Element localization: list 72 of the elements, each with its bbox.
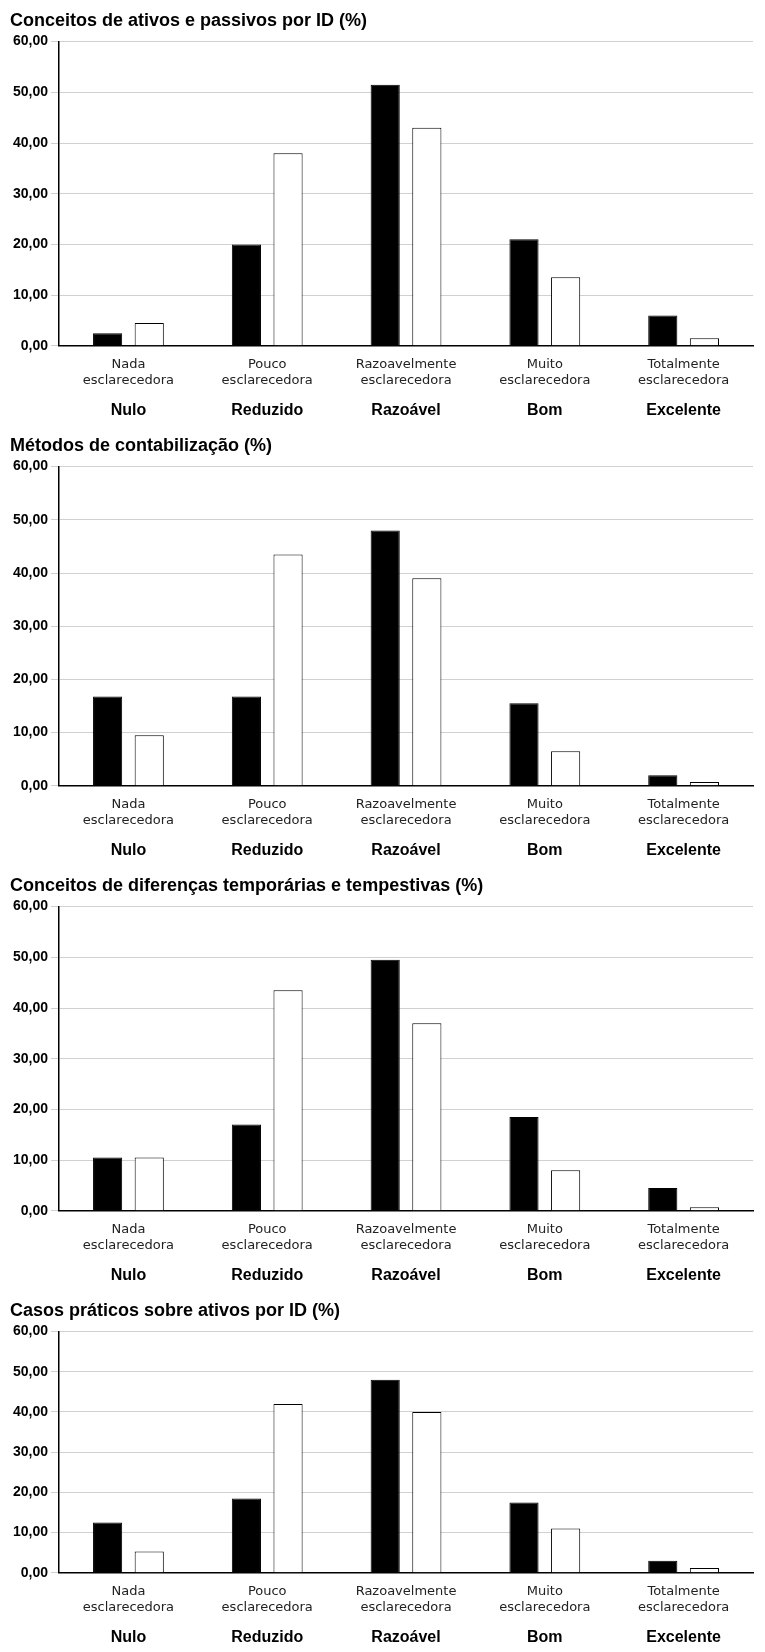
y-tick-label: 10,00	[12, 723, 49, 740]
x-tick-label: Nada esclarecedora	[82, 795, 175, 827]
text: Excelente	[646, 401, 722, 419]
text: Razoável	[371, 1266, 441, 1284]
x-tick-label: Totalmente esclarecedora	[637, 795, 730, 827]
y-tick-label: 40,00	[12, 133, 49, 150]
y-tick-label: 30,00	[12, 1049, 49, 1066]
chart-title: Conceitos de ativos e passivos por ID (%)	[10, 9, 368, 30]
text: Nulo	[110, 1266, 147, 1284]
x-tick-label: Muito esclarecedora	[499, 1220, 591, 1252]
x-tick-label: Razoavelmente esclarecedora	[355, 795, 457, 827]
text: Reduzido	[231, 841, 304, 859]
chart-title: Conceitos de diferenças temporárias e tempestivas (%)	[10, 874, 484, 895]
y-tick-label: 30,00	[12, 1443, 49, 1460]
y-tick-label: 30,00	[12, 617, 49, 634]
y-tick-label: 0,00	[20, 336, 49, 353]
text: Bom	[527, 841, 563, 859]
text: Bom	[527, 1266, 563, 1284]
x-tick-label: Pouco esclarecedora	[221, 1582, 313, 1614]
y-tick-label: 10,00	[12, 285, 49, 302]
y-tick-label: 50,00	[12, 83, 49, 100]
x-tick-label: Totalmente esclarecedora	[637, 1582, 730, 1614]
y-tick-label: 40,00	[12, 998, 49, 1015]
y-tick-label: 20,00	[12, 1100, 49, 1117]
text: Bom	[527, 1628, 563, 1646]
text: Razoável	[371, 1628, 441, 1646]
x-tick-label: Pouco esclarecedora	[221, 355, 313, 387]
y-tick-label: 20,00	[12, 1483, 49, 1500]
y-tick-label: 20,00	[12, 670, 49, 687]
y-tick-label: 60,00	[12, 897, 49, 914]
text: Excelente	[646, 1628, 722, 1646]
y-tick-label: 30,00	[12, 184, 49, 201]
x-tick-label: Nada esclarecedora	[82, 1220, 175, 1252]
y-tick-label: 50,00	[12, 948, 49, 965]
y-tick-label: 40,00	[12, 563, 49, 580]
x-tick-label: Nada esclarecedora	[82, 355, 175, 387]
x-tick-label: Razoavelmente esclarecedora	[355, 355, 457, 387]
y-tick-label: 60,00	[12, 1322, 49, 1339]
chart-title: Casos práticos sobre ativos por ID (%)	[10, 1299, 341, 1320]
text: Excelente	[646, 1266, 722, 1284]
text: Bom	[527, 401, 563, 419]
y-tick-label: 10,00	[12, 1150, 49, 1167]
y-tick-label: 20,00	[12, 235, 49, 252]
x-tick-label: Totalmente esclarecedora	[637, 1220, 730, 1252]
x-tick-label: Totalmente esclarecedora	[637, 355, 730, 387]
text: Reduzido	[231, 401, 304, 419]
text: Nulo	[110, 841, 147, 859]
x-tick-label: Pouco esclarecedora	[221, 1220, 313, 1252]
x-tick-label: Razoavelmente esclarecedora	[355, 1220, 457, 1252]
x-tick-label: Muito esclarecedora	[499, 355, 591, 387]
y-tick-label: 0,00	[20, 1201, 49, 1218]
x-tick-label: Muito esclarecedora	[499, 1582, 591, 1614]
y-tick-label: 0,00	[20, 776, 49, 793]
text: Razoável	[371, 401, 441, 419]
text: Nulo	[110, 401, 147, 419]
y-tick-label: 60,00	[12, 457, 49, 474]
y-tick-label: 0,00	[20, 1563, 49, 1580]
x-tick-label: Muito esclarecedora	[499, 795, 591, 827]
x-tick-label: Razoavelmente esclarecedora	[355, 1582, 457, 1614]
x-tick-label: Nada esclarecedora	[82, 1582, 175, 1614]
chart-title: Métodos de contabilização (%)	[10, 434, 273, 455]
y-tick-label: 10,00	[12, 1523, 49, 1540]
text: Nulo	[110, 1628, 147, 1646]
text: Razoável	[371, 841, 441, 859]
y-tick-label: 50,00	[12, 1362, 49, 1379]
text: Excelente	[646, 841, 722, 859]
y-tick-label: 50,00	[12, 510, 49, 527]
text: Reduzido	[231, 1266, 304, 1284]
x-tick-label: Pouco esclarecedora	[221, 795, 313, 827]
text: Reduzido	[231, 1628, 304, 1646]
y-tick-label: 60,00	[12, 32, 49, 49]
y-tick-label: 40,00	[12, 1402, 49, 1419]
